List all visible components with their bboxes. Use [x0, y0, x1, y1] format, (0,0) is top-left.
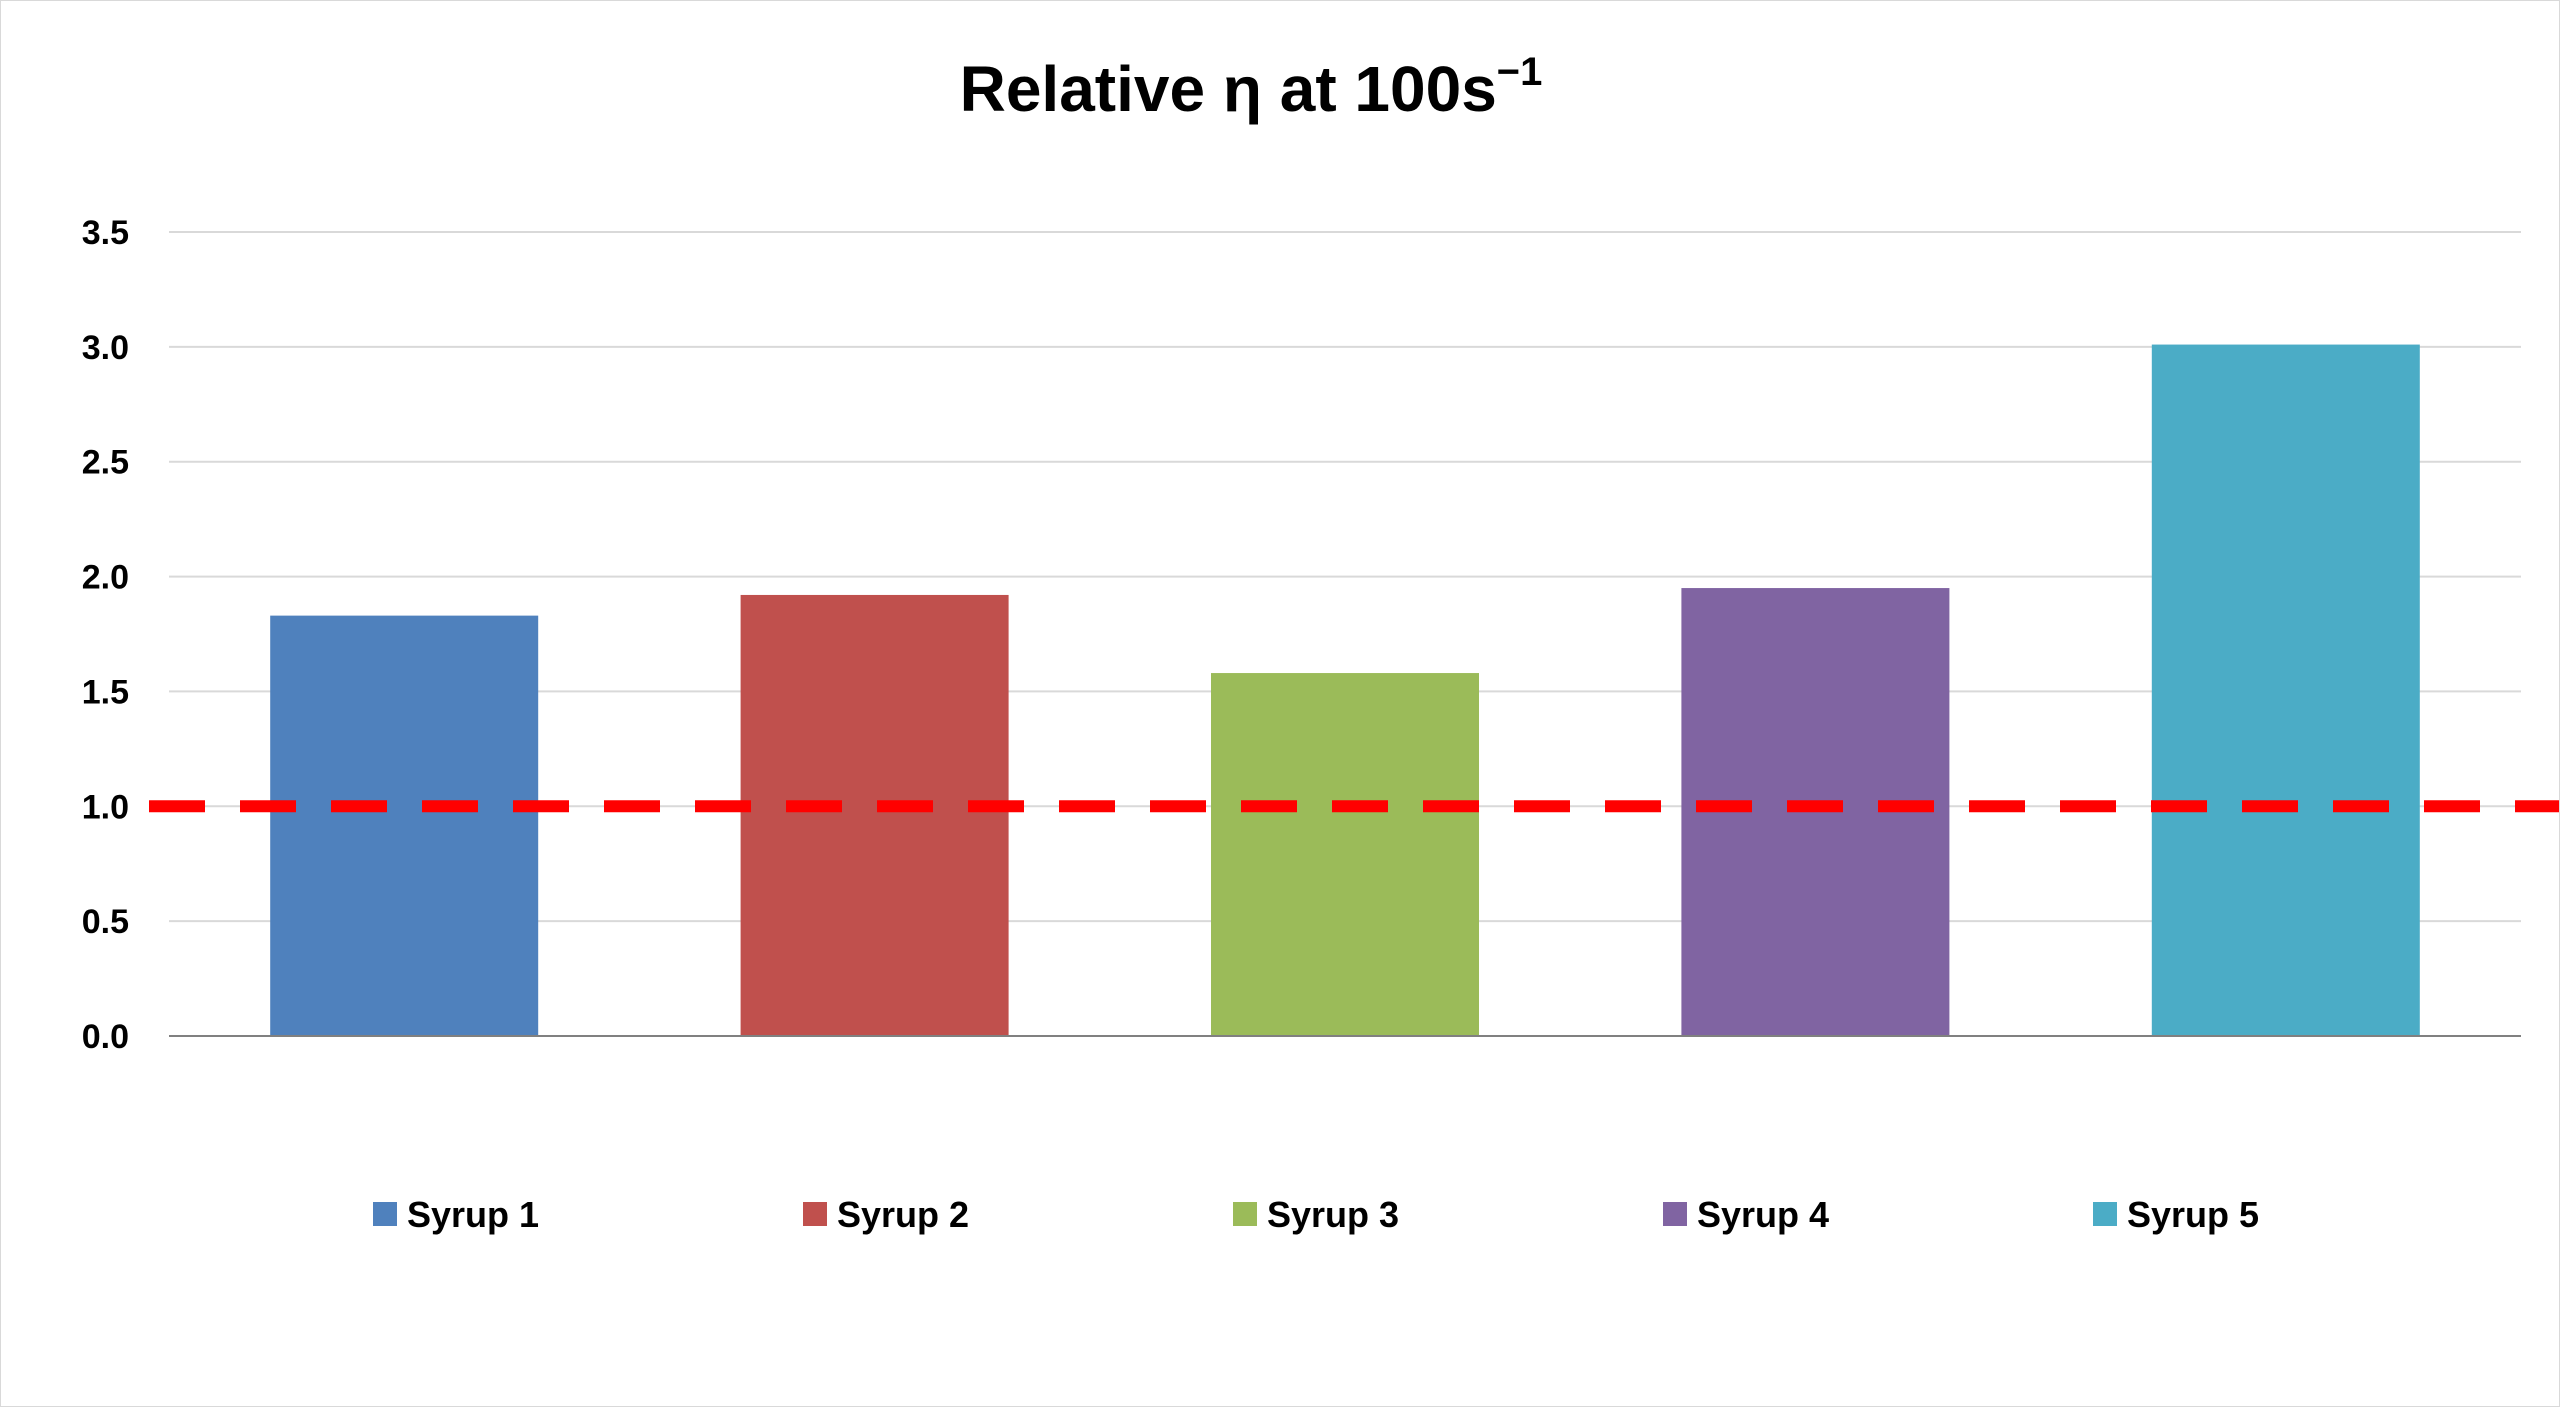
legend-label-3: Syrup 3 — [1267, 1194, 1399, 1235]
legend-swatch-3 — [1233, 1202, 1257, 1226]
chart-title-main: Relative η at 100s — [960, 53, 1497, 125]
bar-2 — [740, 594, 1009, 1036]
chart-title-superscript: −1 — [1497, 50, 1543, 94]
bar-3 — [1211, 673, 1479, 1036]
y-axis-tick-labels: 0.0 0.5 1.0 1.5 2.0 2.5 3.0 3.5 — [82, 214, 129, 1056]
ytick-label-6: 3.0 — [82, 329, 129, 367]
ytick-label-3: 1.5 — [82, 673, 129, 711]
legend-swatch-1 — [373, 1202, 397, 1226]
ytick-label-2: 1.0 — [82, 788, 129, 826]
legend-swatch-5 — [2093, 1202, 2117, 1226]
legend-label-5: Syrup 5 — [2127, 1194, 2259, 1235]
legend-swatch-4 — [1663, 1202, 1687, 1226]
ytick-label-4: 2.0 — [82, 559, 129, 597]
ytick-label-7: 3.5 — [82, 214, 129, 252]
legend-label-1: Syrup 1 — [407, 1194, 539, 1235]
bars — [270, 344, 2420, 1036]
legend: Syrup 1 Syrup 2 Syrup 3 Syrup 4 Syrup 5 — [373, 1194, 2259, 1235]
legend-label-2: Syrup 2 — [837, 1194, 969, 1235]
bar-5 — [2151, 344, 2420, 1036]
legend-swatch-2 — [803, 1202, 827, 1226]
bar-1 — [270, 615, 539, 1036]
ytick-label-0: 0.0 — [82, 1018, 129, 1056]
ytick-label-5: 2.5 — [82, 444, 129, 482]
legend-label-4: Syrup 4 — [1697, 1194, 1829, 1235]
ytick-label-1: 0.5 — [82, 903, 129, 941]
chart-title: Relative η at 100s−1 — [960, 50, 1543, 125]
